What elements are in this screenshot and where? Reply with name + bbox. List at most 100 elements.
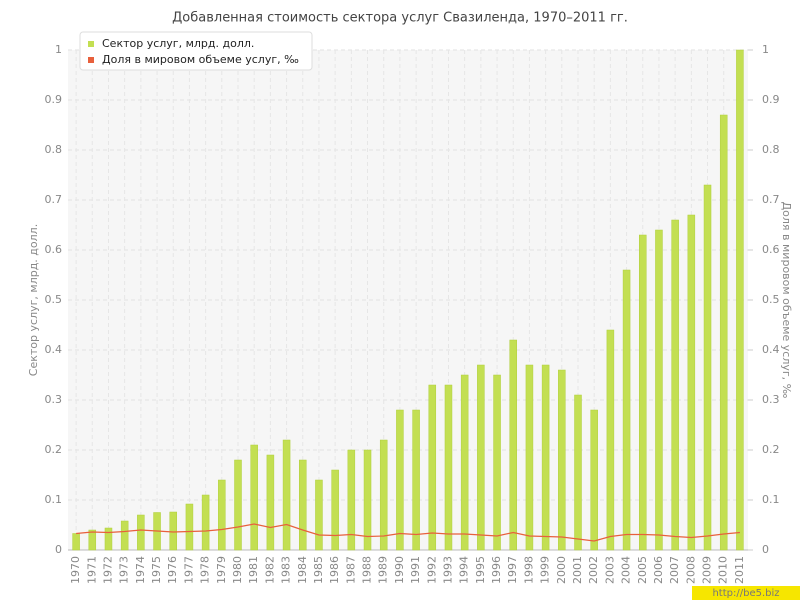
x-tick-label: 2009 [701,556,714,584]
bar [331,469,339,551]
y-tick-label: 0.6 [45,243,63,256]
bar [396,409,404,551]
x-tick-label: 1992 [425,556,438,584]
bar [703,184,712,551]
x-tick-label: 1989 [377,556,390,584]
bar [169,511,177,551]
y-tick-label: 0.2 [45,443,63,456]
y-tick-label: 0.4 [45,343,63,356]
x-tick-label: 1994 [458,556,471,584]
x-tick-label: 1976 [166,556,179,584]
x-tick-label: 1993 [441,556,454,584]
bar [88,529,97,551]
bar [299,459,307,551]
y-tick-label: 0.3 [45,393,63,406]
bar [558,369,566,551]
bar [525,364,534,551]
x-tick-label: 2007 [668,556,681,584]
legend: Сектор услуг, млрд. долл. Доля в мировом … [79,31,313,71]
x-tick-label: 2008 [684,556,697,584]
x-tick-label: 1974 [134,556,147,584]
y2-tick-label: 0.6 [762,243,780,256]
x-tick-label: 2004 [620,556,633,584]
y2-tick-label: 0 [762,543,769,556]
x-tick-label: 1986 [328,556,341,584]
x-tick-label: 1983 [280,556,293,584]
x-tick-label: 2006 [652,556,665,584]
bar [250,444,258,551]
bar [671,219,679,551]
bar [574,394,582,551]
y2-tick-label: 0.4 [762,343,780,356]
x-tick-label: 1987 [344,556,357,584]
x-tick-label: 2011 [733,556,746,584]
watermark: http://be5.biz [712,588,779,599]
y2-tick-label: 0.3 [762,393,780,406]
bar [363,449,372,551]
y-tick-label: 0.1 [45,493,63,506]
bar [736,49,744,551]
legend-box [79,31,313,71]
legend-label: Сектор услуг, млрд. долл. [102,37,254,50]
x-tick-label: 1984 [296,556,309,584]
bar [72,533,80,551]
x-tick-label: 1970 [69,556,82,584]
y-tick-label: 0.7 [45,193,63,206]
bar [379,439,388,551]
x-tick-label: 1988 [361,556,374,584]
bar [509,339,517,551]
bar [687,214,696,551]
x-tick-label: 1978 [199,556,212,584]
y2-tick-label: 0.2 [762,443,780,456]
bar [266,454,275,551]
bar [282,439,291,551]
x-tick-label: 1972 [101,556,114,584]
bar [655,229,663,551]
x-tick-label: 1975 [150,556,163,584]
x-tick-label: 1985 [312,556,325,584]
bar [315,479,323,551]
x-tick-label: 2002 [587,556,600,584]
bar [412,409,420,551]
bar [493,374,501,551]
y-tick-label: 0 [55,543,62,556]
bar [477,364,485,551]
y-tick-label: 0.8 [45,143,63,156]
legend-label: Доля в мировом объеме услуг, ‰ [102,53,299,66]
x-tick-label: 1995 [474,556,487,584]
x-tick-label: 1982 [263,556,276,584]
y2-tick-label: 0.9 [762,93,780,106]
bar [185,503,194,551]
bar [639,234,647,551]
bar [201,494,210,551]
bar [120,520,129,551]
bar [444,384,453,551]
x-tick-label: 2001 [571,556,584,584]
x-tick-label: 2005 [636,556,649,584]
x-tick-label: 1981 [247,556,260,584]
chart-title: Добавленная стоимость сектора услуг Сваз… [172,11,628,26]
x-tick-label: 2000 [555,556,568,584]
x-tick-label: 1997 [506,556,519,584]
y-tick-label: 1 [55,43,62,56]
bar [137,514,145,551]
x-tick-label: 1977 [182,556,195,584]
line [76,523,740,542]
bar [104,527,113,551]
legend-swatch [88,41,94,47]
bar [622,269,631,551]
bar [590,409,598,551]
x-tick-label: 1991 [409,556,422,584]
y2-tick-label: 1 [762,43,769,56]
bar [606,329,615,551]
bar [347,449,356,551]
x-tick-label: 2010 [717,556,730,584]
x-tick-label: 2003 [603,556,616,584]
x-tick-label: 1996 [490,556,503,584]
legend-swatch [88,57,94,63]
y-tick-label: 0.9 [45,93,63,106]
bar [460,374,469,551]
y2-tick-label: 0.1 [762,493,780,506]
watermark-bg [692,586,800,600]
